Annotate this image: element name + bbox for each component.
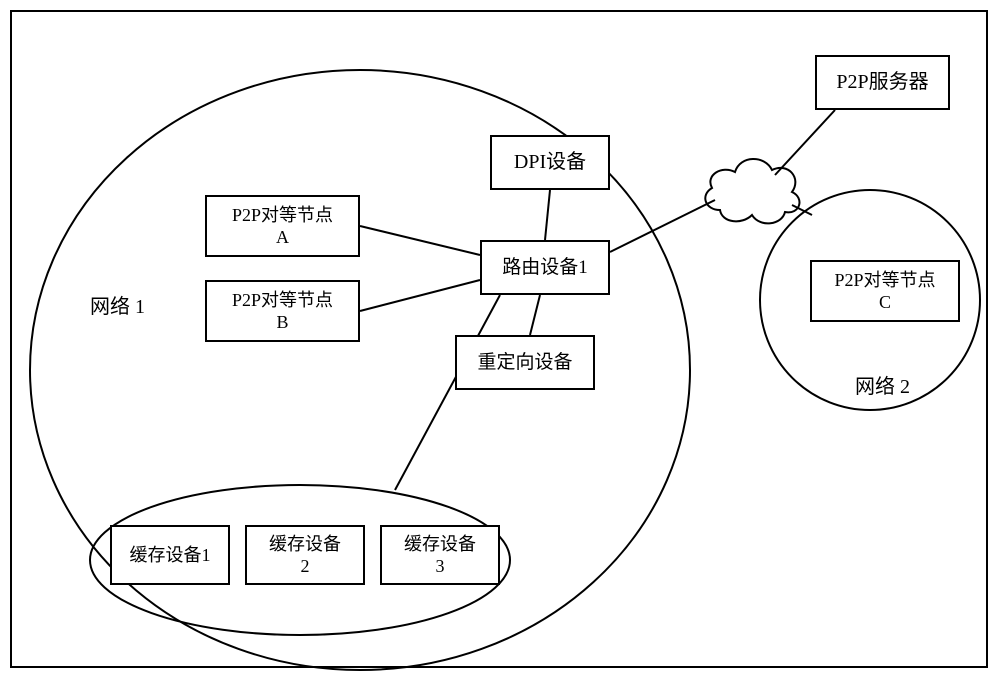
cache2-node: 缓存设备 2 [245, 525, 365, 585]
network2-label: 网络 2 [855, 370, 910, 399]
cache3-label-line2: 3 [436, 555, 445, 578]
peer-a-label-line2: A [276, 226, 289, 249]
network1-label: 网络 1 [90, 290, 145, 319]
p2p-server-node: P2P服务器 [815, 55, 950, 110]
peer-b-label-line2: B [276, 311, 288, 334]
diagram-canvas: 网络 1 网络 2 P2P服务器 DPI设备 P2P对等节点 A P2P对等节点… [0, 0, 1000, 680]
peer-a-node: P2P对等节点 A [205, 195, 360, 257]
cache3-label-line1: 缓存设备 [404, 533, 476, 556]
dpi-device-node: DPI设备 [490, 135, 610, 190]
cache1-label: 缓存设备1 [130, 544, 211, 567]
peer-a-label-line1: P2P对等节点 [232, 204, 333, 227]
peer-c-node: P2P对等节点 C [810, 260, 960, 322]
cache2-label-line1: 缓存设备 [269, 533, 341, 556]
cache3-node: 缓存设备 3 [380, 525, 500, 585]
peer-c-label-line1: P2P对等节点 [834, 269, 935, 292]
peer-c-label-line2: C [879, 291, 891, 314]
redirect-node: 重定向设备 [455, 335, 595, 390]
peer-b-node: P2P对等节点 B [205, 280, 360, 342]
dpi-device-label: DPI设备 [514, 150, 586, 175]
p2p-server-label: P2P服务器 [836, 70, 928, 95]
cache1-node: 缓存设备1 [110, 525, 230, 585]
peer-b-label-line1: P2P对等节点 [232, 289, 333, 312]
router1-node: 路由设备1 [480, 240, 610, 295]
router1-label: 路由设备1 [502, 256, 588, 280]
redirect-label: 重定向设备 [477, 351, 572, 375]
cache2-label-line2: 2 [301, 555, 310, 578]
